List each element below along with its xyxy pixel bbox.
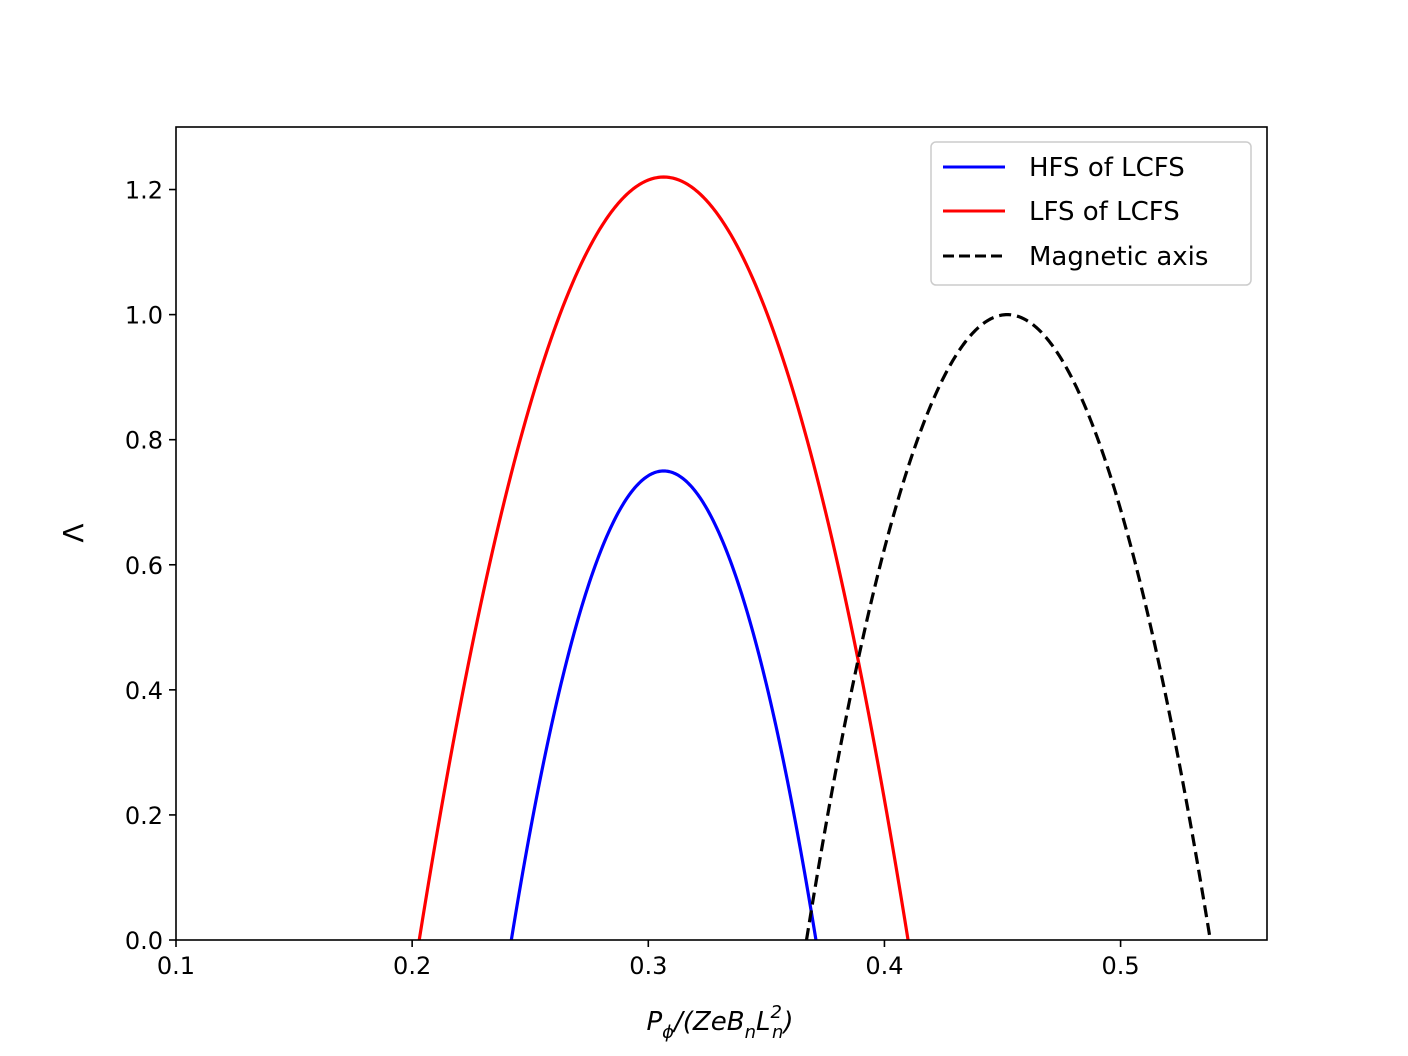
y-tick-label: 0.8 [125, 427, 163, 455]
y-tick-label: 0.0 [125, 927, 163, 955]
x-axis-title-sub-n: n [745, 1022, 756, 1043]
x-axis-title-close: ) [781, 1007, 793, 1037]
series-layer [417, 175, 1212, 941]
series-line-magnetic-axis [804, 313, 1212, 941]
y-tick-label: 1.0 [125, 302, 163, 330]
legend-label-lfs: LFS of LCFS [1029, 197, 1180, 227]
x-axis-title-sub-phi: ϕ [662, 1022, 674, 1043]
x-axis-title-l: L [756, 1007, 771, 1037]
x-axis-title-sub-n2: n [772, 1022, 783, 1043]
x-tick-label: 0.4 [865, 952, 903, 980]
x-axis-title-mid: /(ZeB [672, 1007, 745, 1037]
legend-label-magnetic-axis: Magnetic axis [1029, 242, 1208, 272]
x-axis-ticks: 0.1 0.2 0.3 0.4 0.5 [157, 940, 1140, 980]
legend: HFS of LCFS LFS of LCFS Magnetic axis [930, 141, 1252, 286]
y-tick-label: 0.6 [125, 552, 163, 580]
x-axis-title-sup-2: 2 [771, 1002, 782, 1023]
plot-frame [175, 126, 1268, 941]
x-tick-label: 0.5 [1102, 952, 1140, 980]
series-line-hfs [509, 469, 818, 941]
y-tick-label: 0.2 [125, 802, 163, 830]
legend-label-hfs: HFS of LCFS [1029, 153, 1185, 183]
x-axis-title: Pϕ/(ZeBnL2 n) [646, 1002, 793, 1043]
x-axis-title-p: P [646, 1007, 662, 1037]
legend-box [930, 141, 1252, 286]
x-tick-label: 0.1 [157, 952, 195, 980]
x-tick-label: 0.3 [629, 952, 667, 980]
y-tick-label: 1.2 [125, 177, 163, 205]
series-line-lfs [417, 175, 910, 941]
y-axis-title: Λ [57, 523, 90, 542]
x-tick-label: 0.2 [393, 952, 431, 980]
y-tick-label: 0.4 [125, 677, 163, 705]
y-axis-ticks: 0.0 0.2 0.4 0.6 0.8 1.0 1.2 [125, 177, 176, 955]
